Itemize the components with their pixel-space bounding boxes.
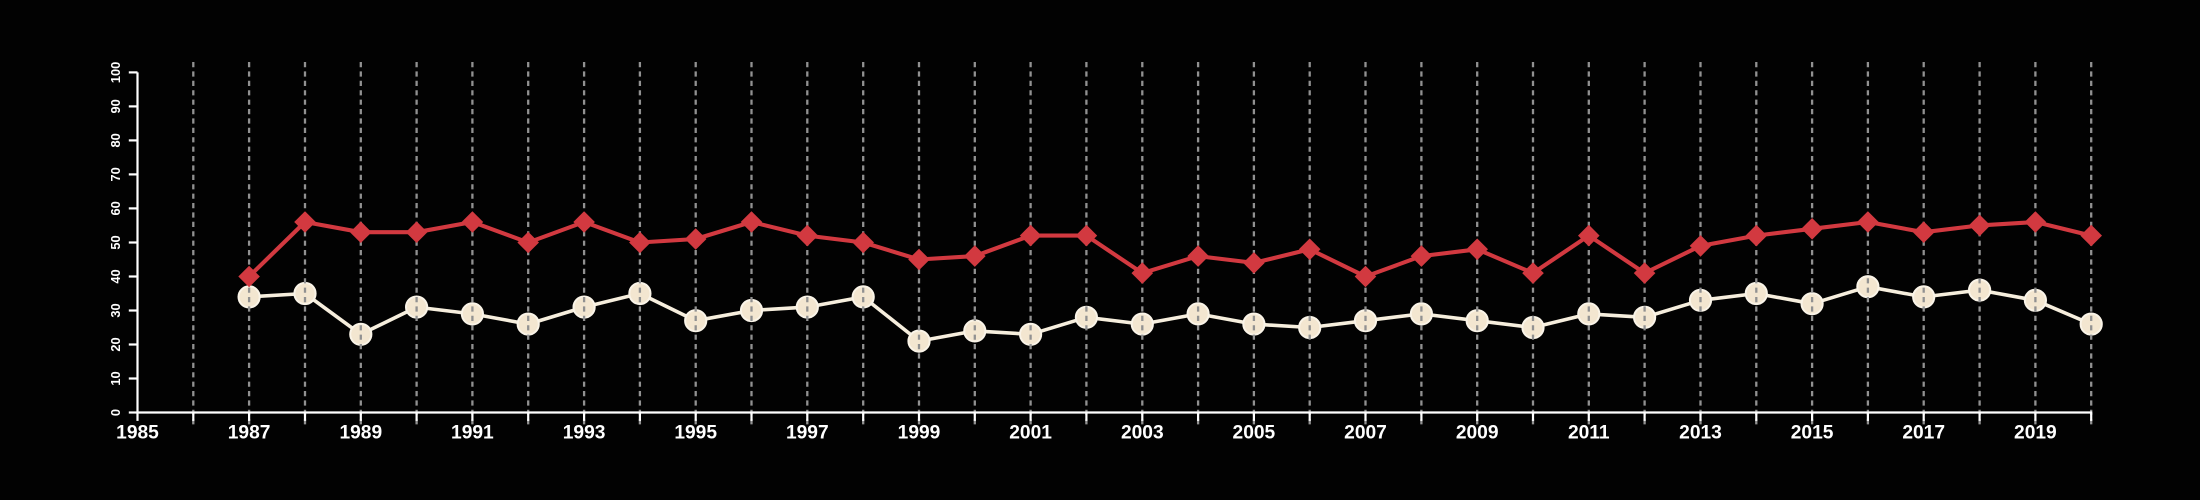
- svg-text:30: 30: [108, 303, 123, 317]
- svg-text:2015: 2015: [1791, 423, 1834, 444]
- svg-text:20: 20: [108, 337, 123, 351]
- svg-text:90: 90: [108, 99, 123, 113]
- svg-text:60: 60: [108, 201, 123, 215]
- svg-text:1997: 1997: [786, 423, 829, 444]
- svg-text:2005: 2005: [1233, 423, 1276, 444]
- svg-text:1995: 1995: [674, 423, 717, 444]
- svg-text:100: 100: [108, 62, 123, 83]
- svg-text:1989: 1989: [339, 423, 382, 444]
- svg-text:50: 50: [108, 235, 123, 249]
- svg-text:2017: 2017: [1902, 423, 1945, 444]
- svg-text:2013: 2013: [1679, 423, 1722, 444]
- svg-text:1999: 1999: [898, 423, 941, 444]
- svg-text:10: 10: [108, 371, 123, 385]
- svg-text:2001: 2001: [1009, 423, 1052, 444]
- svg-text:1987: 1987: [228, 423, 271, 444]
- svg-text:1993: 1993: [563, 423, 606, 444]
- svg-text:70: 70: [108, 167, 123, 181]
- svg-text:80: 80: [108, 133, 123, 147]
- svg-text:2007: 2007: [1344, 423, 1387, 444]
- svg-text:2003: 2003: [1121, 423, 1164, 444]
- svg-text:2019: 2019: [2014, 423, 2057, 444]
- svg-text:2009: 2009: [1456, 423, 1499, 444]
- svg-text:40: 40: [108, 269, 123, 283]
- svg-text:2011: 2011: [1568, 423, 1610, 444]
- svg-text:0: 0: [108, 409, 123, 416]
- svg-text:1985: 1985: [116, 423, 159, 444]
- svg-text:1991: 1991: [451, 423, 494, 444]
